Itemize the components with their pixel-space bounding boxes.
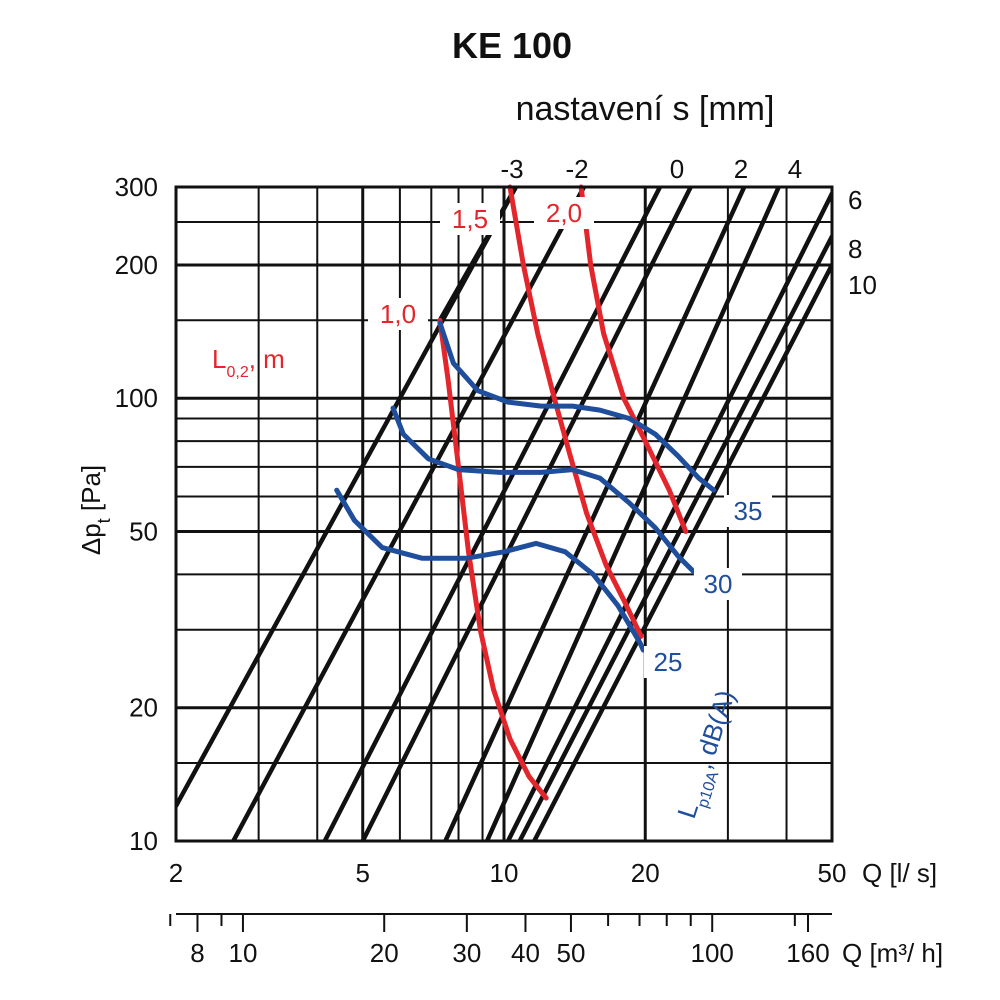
setting-line: [360, 187, 693, 841]
noise-curve: [437, 320, 717, 493]
setting-line: [231, 187, 587, 841]
x2-tick-label: 30: [452, 938, 481, 968]
throw-curve: [578, 184, 689, 534]
plot-frame: [174, 185, 834, 843]
noise-curve: [390, 405, 699, 577]
setting-lines: [176, 187, 832, 841]
x2-tick-label: 20: [370, 938, 399, 968]
setting-label-top: 4: [788, 154, 802, 184]
setting-line: [176, 187, 519, 809]
x2-tick-label: 8: [190, 938, 204, 968]
setting-line: [531, 262, 832, 841]
x-tick-label: 5: [356, 858, 370, 888]
throw-label: 2,0: [546, 198, 582, 228]
setting-line: [517, 234, 832, 841]
setting-label-right: 10: [848, 270, 877, 300]
y-tick-label: 50: [129, 517, 158, 547]
throw-label: 1,5: [452, 204, 488, 234]
noise-curve: [334, 487, 646, 653]
y-tick-label: 10: [129, 826, 158, 856]
setting-label-right: 8: [848, 234, 862, 264]
x2-tick-label: 160: [786, 938, 829, 968]
x-tick-label: 50: [818, 858, 847, 888]
x2-tick-label: 40: [511, 938, 540, 968]
setting-label-top: -2: [565, 154, 588, 184]
throw-curve: [437, 317, 549, 801]
x-tick-label: 10: [490, 858, 519, 888]
setting-line: [443, 187, 747, 841]
chart-title: KE 100: [452, 25, 572, 66]
throw-label-bg: [440, 203, 500, 235]
throw-label: 1,0: [380, 299, 416, 329]
y-axis-label: Δpt [Pa]: [76, 465, 114, 555]
setting-line: [484, 187, 781, 841]
throw-curves: [437, 184, 689, 801]
noise-label-bg: [724, 495, 772, 527]
noise-label-bg: [694, 568, 742, 600]
noise-label-bg: [644, 646, 692, 678]
noise-label: 30: [704, 569, 733, 599]
y-tick-label: 300: [115, 172, 158, 202]
noise-label: 25: [654, 647, 683, 677]
throw-label-bg: [368, 298, 428, 330]
throw-label-bg: [534, 197, 594, 229]
x-axis-label: Q [l/ s]: [862, 858, 937, 888]
x2-axis-label: Q [m³/ h]: [842, 938, 943, 968]
y-tick-label: 200: [115, 250, 158, 280]
x-tick-label: 2: [169, 858, 183, 888]
setting-line: [505, 191, 832, 841]
y-tick-label: 100: [115, 383, 158, 413]
setting-label-top: 2: [734, 154, 748, 184]
setting-line: [322, 187, 663, 841]
x-tick-label: 20: [631, 858, 660, 888]
noise-label: 35: [734, 496, 763, 526]
x2-tick-label: 50: [556, 938, 585, 968]
setting-label-top: -3: [500, 154, 523, 184]
setting-label-right: 6: [848, 185, 862, 215]
throw-curve: [507, 184, 644, 639]
throw-title: L0,2, m: [212, 344, 285, 381]
y-tick-label: 20: [129, 693, 158, 723]
x2-tick-label: 100: [691, 938, 734, 968]
setting-label-top: 0: [670, 154, 684, 184]
noise-curves: [334, 320, 717, 653]
x2-tick-label: 10: [228, 938, 257, 968]
chart-subtitle: nastavení s [mm]: [516, 90, 775, 128]
